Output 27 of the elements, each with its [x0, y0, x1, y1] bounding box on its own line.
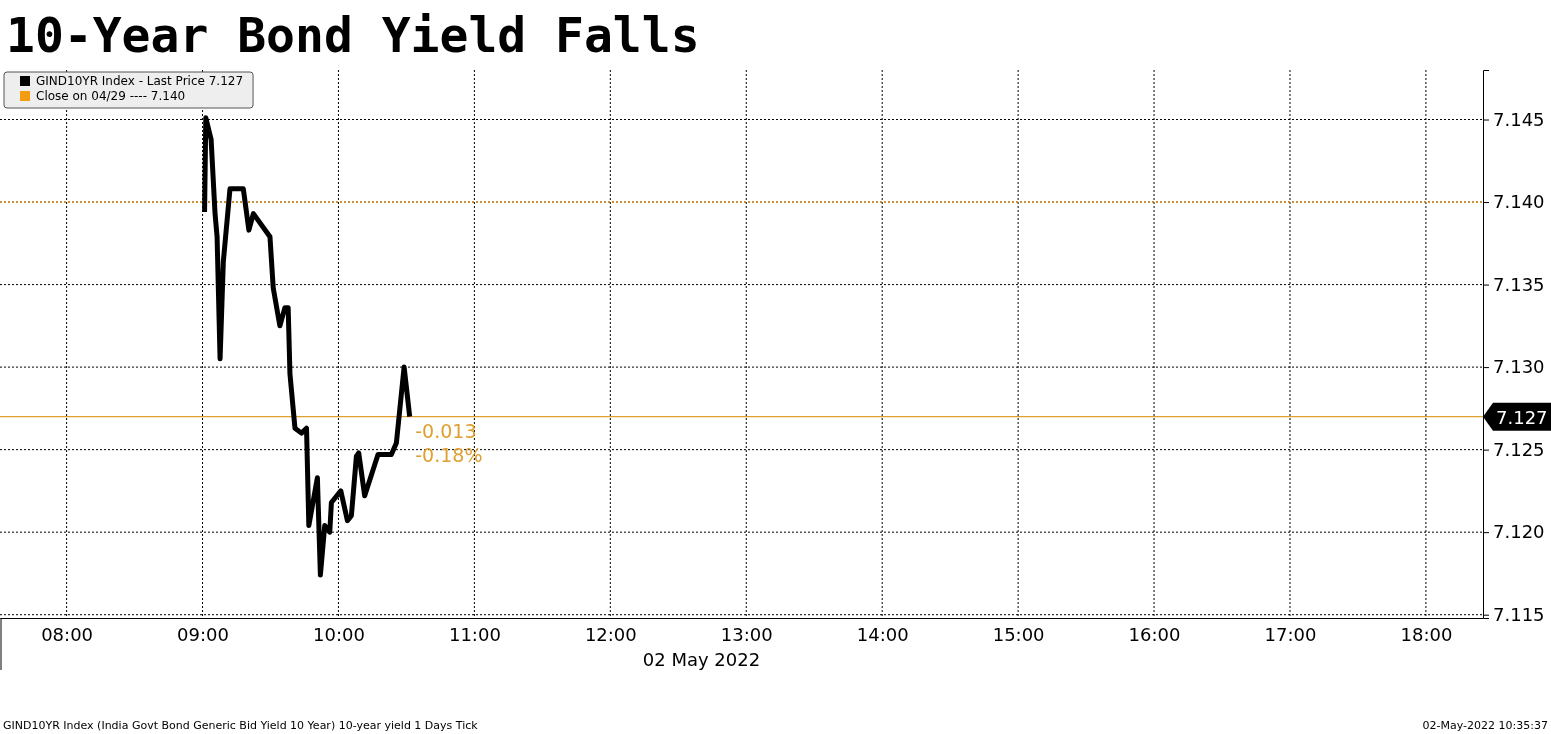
y-tick-label: 7.120: [1493, 521, 1545, 543]
x-tick-label: 11:00: [448, 623, 501, 645]
x-tick-label: 15:00: [992, 623, 1045, 645]
x-tick-label: 10:00: [313, 623, 365, 645]
annotation: -0.013: [415, 419, 477, 442]
y-tick-label: 7.125: [1493, 438, 1545, 460]
y-tick-label: 7.135: [1493, 273, 1545, 295]
y-tick-label: 7.115: [1493, 603, 1545, 625]
ref-line-label: 7.127: [1496, 406, 1548, 428]
legend-label: Close on 04/29 ---- 7.140: [36, 89, 186, 103]
x-axis-title: 02 May 2022: [642, 649, 761, 670]
x-tick-label: 16:00: [1128, 623, 1181, 645]
x-tick-label: 09:00: [177, 623, 229, 645]
text: GIND10YR Index (India Govt Bond Generic Bid Yield 10 Year) 10-year yield 1 Days Tick: [3, 719, 479, 732]
x-tick-label: 13:00: [720, 623, 773, 645]
y-tick-label: 7.140: [1493, 191, 1545, 213]
x-tick-label: 08:00: [41, 623, 94, 645]
x-tick-label: 17:00: [1264, 623, 1317, 645]
y-tick-label: 7.130: [1493, 356, 1545, 378]
text: 02-May-2022 10:35:37: [1422, 719, 1548, 732]
x-tick-label: 14:00: [856, 623, 909, 645]
annotation: -0.18%: [415, 443, 483, 466]
y-tick-label: 7.145: [1493, 108, 1545, 130]
legend-label: GIND10YR Index - Last Price 7.127: [36, 74, 244, 88]
chart-title: 10-Year Bond Yield Falls: [6, 7, 700, 63]
x-tick-label: 12:00: [584, 623, 637, 645]
x-tick-label: 18:00: [1400, 623, 1453, 645]
